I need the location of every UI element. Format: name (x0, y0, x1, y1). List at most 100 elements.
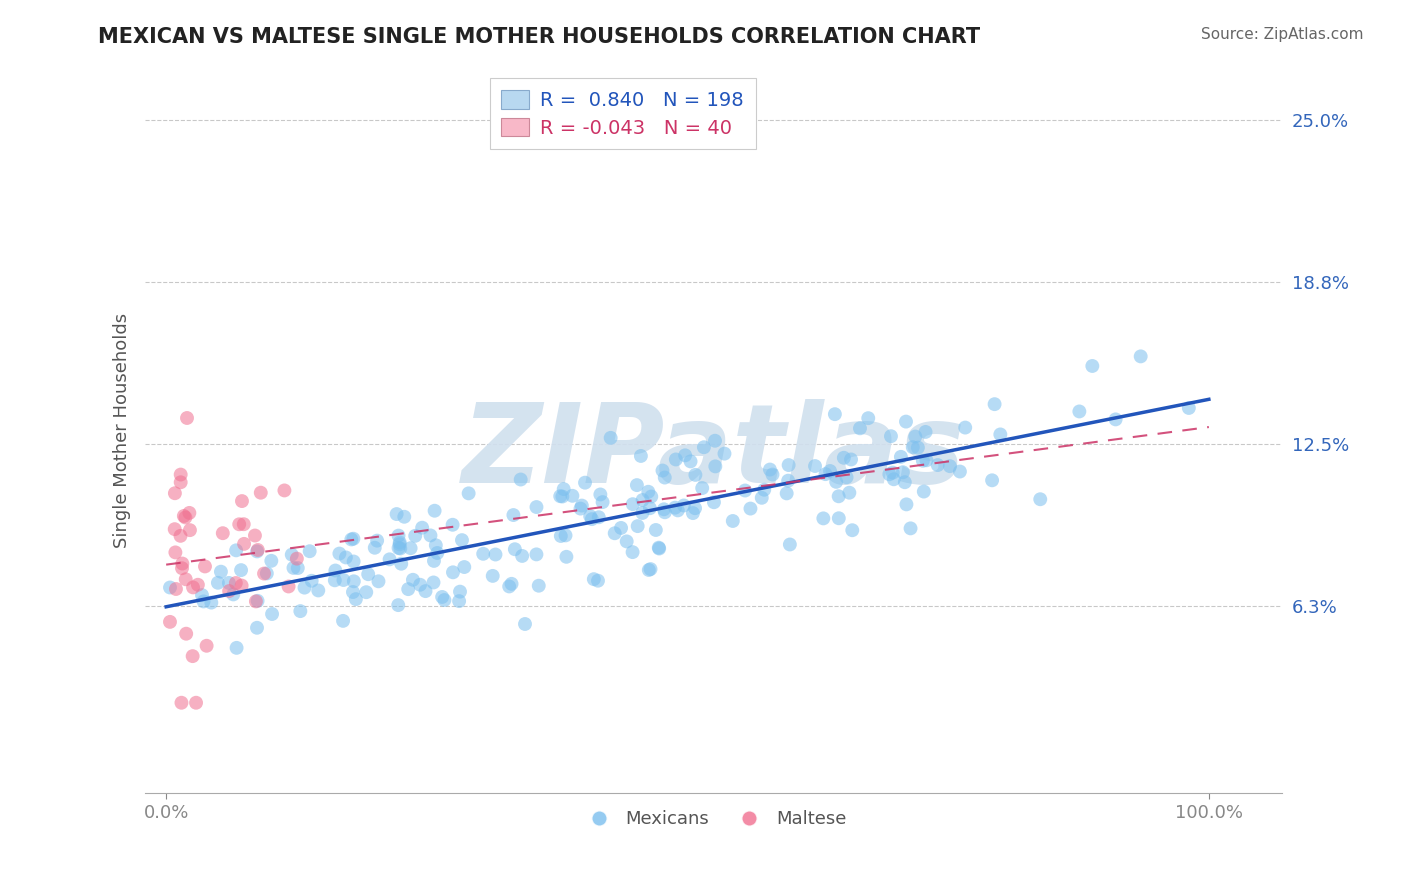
Point (441, 517, 464, 532)
Point (682, 506, 704, 520)
Point (955, 420, 977, 434)
Point (637, 484, 659, 499)
Point (173, 508, 195, 523)
Point (849, 421, 872, 435)
Point (280, 548, 302, 562)
Point (277, 579, 299, 593)
Point (228, 517, 250, 532)
Point (672, 499, 695, 513)
Point (914, 425, 936, 439)
Point (638, 501, 661, 516)
Point (561, 489, 583, 503)
Point (181, 581, 204, 595)
Point (734, 483, 756, 498)
Point (616, 534, 638, 549)
Point (165, 545, 187, 559)
Point (195, 639, 218, 653)
Point (981, 473, 1004, 487)
Point (385, 507, 408, 521)
Point (225, 543, 247, 558)
Point (1069, 404, 1091, 418)
Point (484, 548, 506, 562)
Point (387, 541, 409, 555)
Point (553, 482, 575, 496)
Point (170, 696, 193, 710)
Point (879, 467, 901, 482)
Point (209, 565, 232, 579)
Point (574, 475, 596, 490)
Point (344, 592, 367, 607)
Point (685, 467, 707, 482)
Point (449, 584, 471, 599)
Point (631, 506, 654, 520)
Point (449, 594, 471, 608)
Point (404, 529, 426, 543)
Point (651, 464, 673, 478)
Point (290, 604, 312, 618)
Point (498, 579, 520, 593)
Point (900, 521, 922, 535)
Point (901, 440, 924, 454)
Point (231, 578, 253, 592)
Point (194, 559, 217, 574)
Point (654, 470, 676, 484)
Text: ZIPatlas: ZIPatlas (461, 400, 966, 506)
Point (690, 481, 713, 495)
Point (170, 475, 193, 490)
Point (804, 458, 827, 473)
Point (231, 494, 253, 508)
Point (343, 574, 366, 589)
Point (582, 572, 605, 586)
Point (273, 483, 295, 498)
Point (402, 573, 425, 587)
Point (824, 407, 846, 421)
Point (679, 454, 702, 468)
Point (1104, 412, 1126, 426)
Point (890, 450, 912, 464)
Point (751, 491, 773, 505)
Point (174, 510, 197, 524)
Point (174, 572, 197, 586)
Point (170, 561, 193, 575)
Point (841, 523, 863, 537)
Point (409, 578, 432, 592)
Point (1029, 492, 1052, 507)
Point (243, 528, 266, 542)
Point (839, 452, 862, 467)
Point (988, 427, 1011, 442)
Point (332, 614, 354, 628)
Point (229, 563, 252, 577)
Point (626, 478, 648, 492)
Point (703, 495, 725, 509)
Point (813, 511, 835, 525)
Point (283, 561, 305, 575)
Point (366, 533, 388, 548)
Point (883, 472, 905, 486)
Point (526, 500, 548, 514)
Point (187, 578, 209, 592)
Point (342, 532, 364, 546)
Point (191, 588, 214, 602)
Point (453, 560, 475, 574)
Point (176, 411, 198, 425)
Point (262, 607, 284, 621)
Point (882, 466, 904, 480)
Point (415, 584, 437, 599)
Point (481, 569, 503, 583)
Point (983, 397, 1005, 411)
Point (721, 514, 744, 528)
Point (501, 577, 523, 591)
Point (387, 528, 409, 542)
Point (328, 547, 350, 561)
Point (644, 523, 666, 537)
Point (648, 541, 671, 555)
Point (588, 510, 610, 524)
Point (1129, 350, 1152, 364)
Point (430, 590, 453, 604)
Point (759, 462, 782, 476)
Point (211, 526, 233, 541)
Point (548, 489, 571, 503)
Point (827, 489, 849, 503)
Point (939, 459, 962, 474)
Point (1081, 359, 1104, 373)
